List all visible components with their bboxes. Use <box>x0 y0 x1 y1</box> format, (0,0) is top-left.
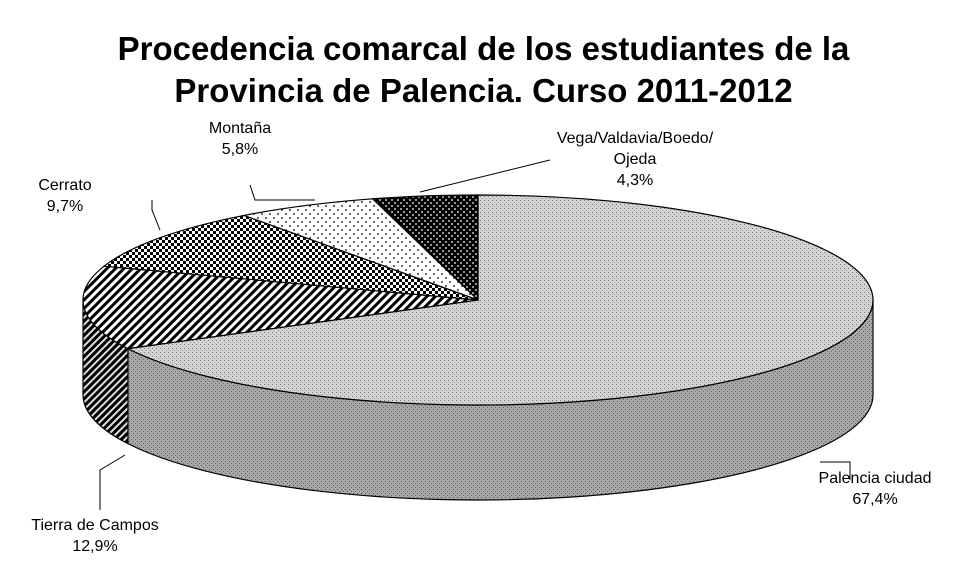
chart-title: Procedencia comarcal de los estudiantes … <box>117 30 850 109</box>
slice-label: Cerrato 9,7% <box>20 175 110 217</box>
leader-lines <box>99 159 851 510</box>
value-label: 67,4% <box>852 491 898 508</box>
value-label: 5,8% <box>221 141 259 158</box>
leader-line <box>151 200 161 231</box>
leader-line <box>249 184 315 201</box>
category-label: Montaña <box>208 120 272 137</box>
slice-label: Tierra de Campos 12,9% <box>10 515 180 557</box>
value-label: 4,3% <box>616 172 654 189</box>
category-label: Cerrato <box>38 177 92 194</box>
pie-slice <box>241 198 479 301</box>
leader-line <box>820 461 851 480</box>
category-label: Tierra de Campos <box>31 517 159 534</box>
slice-label: Montaña 5,8% <box>190 118 290 160</box>
pie-slice <box>102 214 479 301</box>
slice-label: Palencia ciudad 67,4% <box>800 468 950 510</box>
leader-line <box>419 159 551 193</box>
pie-slice <box>371 194 479 302</box>
value-label: 9,7% <box>46 198 84 215</box>
slice-label: Vega/Valdavia/Boedo/Ojeda 4,3% <box>555 128 715 191</box>
pie-slice <box>82 265 479 350</box>
pie-slice <box>125 194 874 406</box>
category-label: Palencia ciudad <box>818 470 932 487</box>
leader-line <box>99 454 126 510</box>
value-label: 12,9% <box>72 538 118 555</box>
category-label: Vega/Valdavia/Boedo/Ojeda <box>556 130 714 168</box>
